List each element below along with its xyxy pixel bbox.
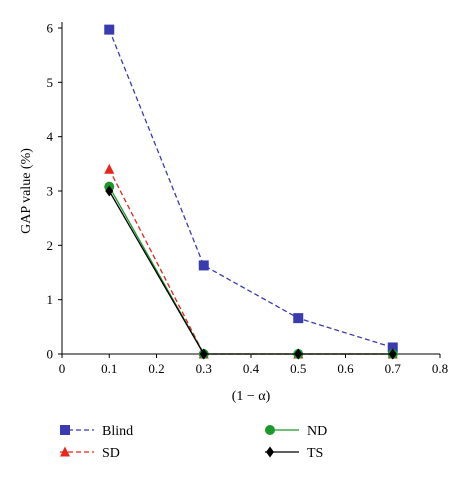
x-axis-label: (1 − α) xyxy=(232,389,271,404)
x-tick-label: 0.8 xyxy=(432,361,448,376)
x-tick-label: 0.2 xyxy=(148,361,164,376)
y-axis-label: GAP value (%) xyxy=(19,148,34,234)
x-tick-label: 0.5 xyxy=(290,361,306,376)
data-point-ts: TS: (0.7, 0) xyxy=(388,348,397,360)
legend-marker-ts xyxy=(266,446,274,458)
x-tick-label: 0.4 xyxy=(243,361,260,376)
data-point-blind: Blind: (0.5, 0.66) xyxy=(293,313,304,324)
y-tick-label: 0 xyxy=(47,347,54,362)
legend-item-ts: TS xyxy=(265,446,323,461)
legend-label-sd: SD xyxy=(102,446,120,461)
series-layer: Blind: (0.1, 5.97) Blind: (0.3, 1.63) Blin… xyxy=(104,24,398,360)
series-nd: ND: (0.1, 3.08)ND: (0.3, 0)ND: (0.5, 0)N… xyxy=(104,181,398,359)
y-tick-label: 5 xyxy=(47,75,54,90)
series-blind: Blind: (0.1, 5.97) Blind: (0.3, 1.63) Blin… xyxy=(104,24,398,353)
series-line-ts xyxy=(108,190,393,355)
x-tick-label: 0.6 xyxy=(337,361,354,376)
legend-marker-sd xyxy=(60,446,70,457)
y-tick-label: 4 xyxy=(47,129,54,144)
series-line-nd xyxy=(108,186,393,355)
data-point-blind: Blind: (0.3, 1.63) xyxy=(198,260,209,271)
y-tick-label: 2 xyxy=(47,238,54,253)
data-point-ts: TS: (0.5, 0) xyxy=(294,348,303,360)
series-sd: SD: (0.1, 3.4)SD: (0.3, 0)SD: (0.5, 0)SD… xyxy=(104,163,398,359)
legend-marker-nd xyxy=(265,425,275,435)
legend: Blind SD ND TS xyxy=(60,424,327,461)
legend-label-ts: TS xyxy=(307,446,323,461)
data-point-sd: SD: (0.1, 3.4) xyxy=(104,163,115,174)
series-line-blind xyxy=(108,29,393,349)
x-tick-label: 0.7 xyxy=(385,361,402,376)
data-point-ts: TS: (0.3, 0) xyxy=(199,348,208,360)
series-ts: TS: (0.1, 3) TS: (0.3, 0) TS: (0.5, 0) TS: … xyxy=(105,185,397,360)
legend-marker-blind xyxy=(60,425,70,435)
axes: 0 0.1 0.2 0.3 0.4 0.5 0.6 0.7 0.8 0 1 2 3 4 5 6 xyxy=(47,21,449,377)
legend-item-nd: ND xyxy=(265,424,327,439)
x-tick-label: 0.1 xyxy=(101,361,117,376)
legend-label-nd: ND xyxy=(307,424,327,439)
data-point-blind: Blind: (0.1, 5.97) xyxy=(104,24,115,35)
x-tick-label: 0 xyxy=(59,361,66,376)
legend-item-blind: Blind xyxy=(60,424,133,439)
legend-label-blind: Blind xyxy=(102,424,133,439)
y-tick-label: 1 xyxy=(47,292,54,307)
x-tick-label: 0.3 xyxy=(196,361,212,376)
y-tick-label: 3 xyxy=(47,184,54,199)
y-tick-label: 6 xyxy=(47,21,54,36)
legend-item-sd: SD xyxy=(60,446,120,461)
data-point-ts: TS: (0.1, 3) xyxy=(105,185,114,197)
